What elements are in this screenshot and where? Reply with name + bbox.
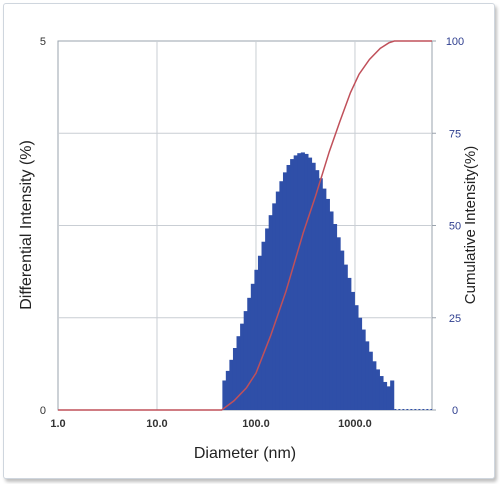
bar	[315, 170, 320, 410]
x-tick-label: 1000.0	[338, 418, 372, 430]
bar	[236, 336, 241, 410]
bar	[279, 181, 284, 410]
y-axis-title-right: Cumulative Intensity(%)	[462, 146, 479, 304]
bar	[357, 317, 363, 410]
y-axis-title-left: Differential Intensity (%)	[18, 140, 35, 310]
bar	[261, 241, 266, 410]
grid	[58, 41, 432, 410]
bar	[375, 369, 380, 410]
bar	[325, 198, 330, 410]
x-tick-label: 1.0	[50, 418, 65, 430]
bar	[368, 351, 373, 410]
bar	[390, 380, 395, 410]
bar	[318, 178, 323, 410]
cumulative-line-group	[58, 40, 432, 411]
bar	[332, 224, 338, 410]
right-tick-label: 100	[446, 36, 464, 48]
right-tick-label: 25	[449, 313, 461, 325]
left-tick-label: 0	[40, 405, 46, 417]
bar	[286, 164, 291, 410]
bar	[250, 283, 255, 410]
bar	[290, 159, 295, 410]
bar	[240, 323, 245, 410]
x-tick-label: 100.0	[242, 418, 270, 430]
bar	[383, 381, 388, 410]
bar	[350, 291, 355, 410]
left-tick-label: 5	[40, 36, 46, 48]
bar	[257, 255, 263, 410]
cumulative-line	[58, 40, 432, 411]
bar	[343, 264, 348, 410]
bar	[243, 311, 248, 410]
bar	[372, 361, 377, 410]
bar	[340, 250, 345, 410]
bar	[307, 157, 313, 410]
bar	[300, 152, 305, 411]
bar	[386, 386, 391, 410]
bar	[336, 237, 341, 410]
bar	[272, 203, 277, 410]
bar	[254, 269, 259, 410]
bar	[265, 228, 270, 410]
right-tick-label: 75	[449, 128, 461, 140]
bar	[354, 305, 359, 410]
bars	[222, 152, 395, 411]
bar	[311, 162, 316, 410]
right-tick-label: 50	[449, 221, 461, 233]
bar	[225, 370, 230, 410]
bar	[347, 277, 352, 410]
x-tick-label: 10.0	[146, 418, 167, 430]
bar	[293, 155, 298, 410]
bar	[229, 359, 234, 410]
x-axis-title: Diameter (nm)	[194, 445, 296, 462]
bar	[322, 188, 327, 410]
bar	[268, 215, 273, 410]
bar	[247, 297, 252, 410]
right-tick-label: 0	[452, 405, 458, 417]
bar	[275, 191, 280, 410]
bar	[329, 211, 334, 410]
bar	[282, 172, 288, 410]
bar	[379, 376, 384, 410]
bar	[365, 341, 370, 410]
bar	[232, 348, 238, 410]
bar	[361, 329, 366, 410]
bar	[222, 380, 227, 410]
bar	[297, 153, 302, 410]
bar	[304, 153, 309, 410]
ticks: 1.0 10.0 100.0 1000.0 0 25 50 75 100 0 5	[40, 36, 464, 430]
